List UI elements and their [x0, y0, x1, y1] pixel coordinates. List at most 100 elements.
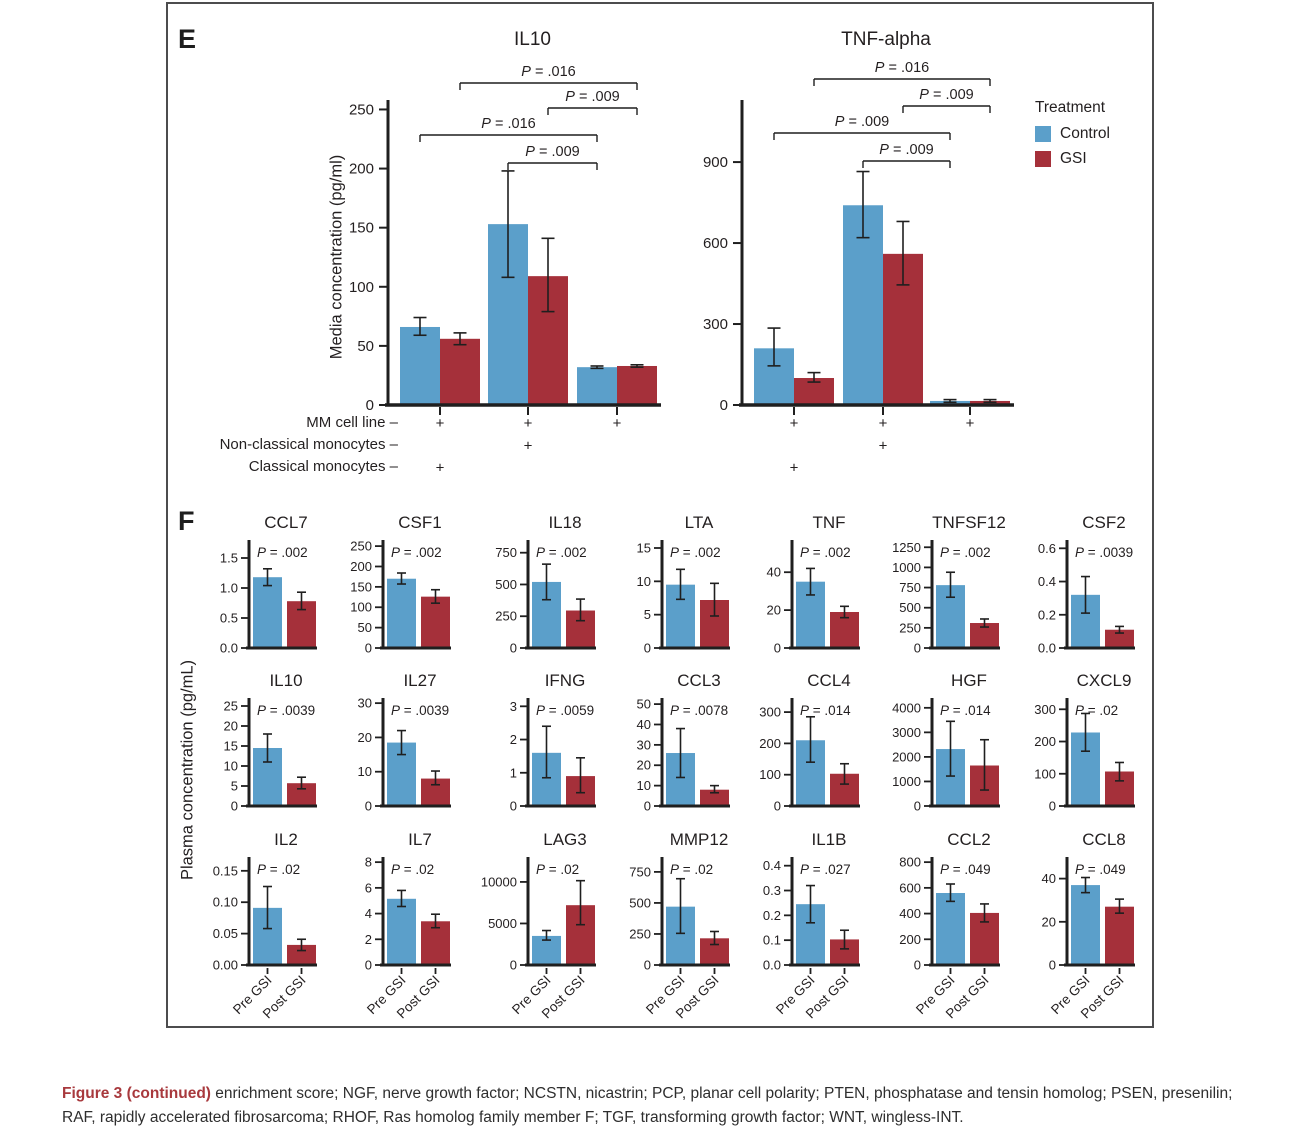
condition-plus-mark: + — [524, 415, 533, 432]
y-tick-label: 750 — [495, 545, 517, 560]
y-tick-label: 2 — [510, 732, 517, 747]
y-tick-label: 0.0 — [220, 641, 238, 656]
bar-post-gsi — [421, 921, 450, 965]
y-tick-label: 0 — [644, 799, 651, 814]
y-tick-label: 600 — [703, 235, 728, 252]
control-color-swatch — [1035, 126, 1051, 142]
y-tick-label: 0.5 — [220, 611, 238, 626]
p-value-label: P = .016 — [521, 64, 575, 80]
chart-title: IL2 — [274, 830, 298, 849]
y-tick-label: 50 — [357, 338, 374, 355]
p-value-label: P = .014 — [940, 703, 991, 718]
legend-item-label: GSI — [1060, 150, 1087, 167]
y-tick-label: 150 — [350, 579, 372, 594]
y-tick-label: 3 — [510, 699, 517, 714]
y-tick-label: 8 — [365, 855, 372, 870]
y-tick-label: 0 — [365, 958, 372, 973]
chart-title: IFNG — [545, 671, 586, 690]
chart-title: IL18 — [548, 513, 581, 532]
p-value-label: P = .009 — [525, 144, 579, 160]
y-tick-label: 0.1 — [763, 933, 781, 948]
y-tick-label: 3000 — [892, 725, 921, 740]
chart-title: CCL8 — [1082, 830, 1125, 849]
chart-title: TNF — [812, 513, 845, 532]
y-tick-label: 10 — [637, 574, 651, 589]
chart-title: CCL7 — [264, 513, 307, 532]
p-value-label: P = .0039 — [257, 703, 315, 718]
panel-label-e: E — [178, 24, 197, 54]
y-tick-label: 900 — [703, 154, 728, 171]
chart-title: IL10 — [514, 29, 551, 50]
y-tick-label: 15 — [637, 541, 651, 556]
chart-title: CCL2 — [947, 830, 990, 849]
y-tick-label: 20 — [767, 603, 781, 618]
chart-title: CCL4 — [807, 671, 850, 690]
y-tick-label: 400 — [899, 906, 921, 921]
p-value-label: P = .002 — [536, 545, 587, 560]
p-value-label: P = .0039 — [1075, 545, 1133, 560]
y-tick-label: 10 — [224, 759, 238, 774]
chart-title: IL1B — [812, 830, 847, 849]
y-tick-label: 0.15 — [213, 863, 238, 878]
legend-item-control: Control — [1035, 125, 1110, 143]
y-tick-label: 300 — [1034, 702, 1056, 717]
y-tick-label: 5000 — [488, 916, 517, 931]
p-value-label: P = .02 — [391, 862, 434, 877]
legend-item-label: Control — [1060, 125, 1110, 142]
y-tick-label: 6 — [365, 880, 372, 895]
y-tick-label: 4 — [365, 906, 372, 921]
p-value-label: P = .009 — [919, 87, 973, 103]
y-tick-label: 0 — [914, 641, 921, 656]
y-tick-label: 500 — [629, 895, 651, 910]
y-tick-label: 0 — [720, 397, 728, 414]
bar-post-gsi — [421, 596, 450, 648]
condition-row-label-mm-cell-line: MM cell line – — [306, 414, 398, 431]
y-tick-label: 5 — [644, 607, 651, 622]
p-value-label: P = .009 — [835, 114, 889, 130]
bar-post-gsi — [287, 783, 316, 806]
p-value-label: P = .002 — [670, 545, 721, 560]
p-value-label: P = .009 — [565, 89, 619, 105]
figure-caption-text: enrichment score; NGF, nerve growth fact… — [62, 1084, 1233, 1126]
p-value-label: P = .002 — [940, 545, 991, 560]
y-tick-label: 0 — [644, 641, 651, 656]
chart-title: CSF2 — [1082, 513, 1125, 532]
p-value-label: P = .049 — [940, 862, 991, 877]
p-value-label: P = .0039 — [391, 703, 449, 718]
figure-caption: Figure 3 (continued) enrichment score; N… — [62, 1082, 1244, 1130]
y-tick-label: 300 — [703, 316, 728, 333]
y-tick-label: 750 — [629, 864, 651, 879]
chart-title: MMP12 — [670, 830, 729, 849]
condition-plus-mark: + — [613, 415, 622, 432]
condition-row-label-classical-monocytes: Classical monocytes – — [248, 458, 398, 475]
y-tick-label: 500 — [495, 577, 517, 592]
y-tick-label: 30 — [358, 696, 372, 711]
p-value-label: P = .016 — [481, 116, 535, 132]
p-value-label: P = .049 — [1075, 862, 1126, 877]
chart-title: CSF1 — [398, 513, 441, 532]
chart-title: TNFSF12 — [932, 513, 1006, 532]
chart-title: TNF-alpha — [841, 29, 931, 50]
chart-title: IL10 — [269, 671, 302, 690]
y-tick-label: 200 — [759, 736, 781, 751]
condition-plus-mark: + — [966, 415, 975, 432]
figure-caption-title: Figure 3 (continued) — [62, 1084, 211, 1102]
y-tick-label: 0.05 — [213, 926, 238, 941]
y-tick-label: 4000 — [892, 700, 921, 715]
p-value-label: P = .014 — [800, 703, 851, 718]
p-value-label: P = .027 — [800, 862, 851, 877]
y-tick-label: 1.0 — [220, 581, 238, 596]
y-tick-label: 10000 — [481, 874, 517, 889]
condition-plus-mark: + — [524, 438, 533, 455]
panel-label-f: F — [178, 506, 195, 536]
y-tick-label: 0 — [510, 641, 517, 656]
y-tick-label: 0 — [510, 799, 517, 814]
p-value-label: P = .02 — [536, 862, 579, 877]
y-tick-label: 300 — [759, 705, 781, 720]
y-tick-label: 0 — [1049, 958, 1056, 973]
bar-control — [400, 326, 440, 405]
chart-title: IL27 — [403, 671, 436, 690]
y-tick-label: 250 — [349, 101, 374, 118]
y-tick-label: 100 — [759, 767, 781, 782]
p-value-label: P = .002 — [800, 545, 851, 560]
